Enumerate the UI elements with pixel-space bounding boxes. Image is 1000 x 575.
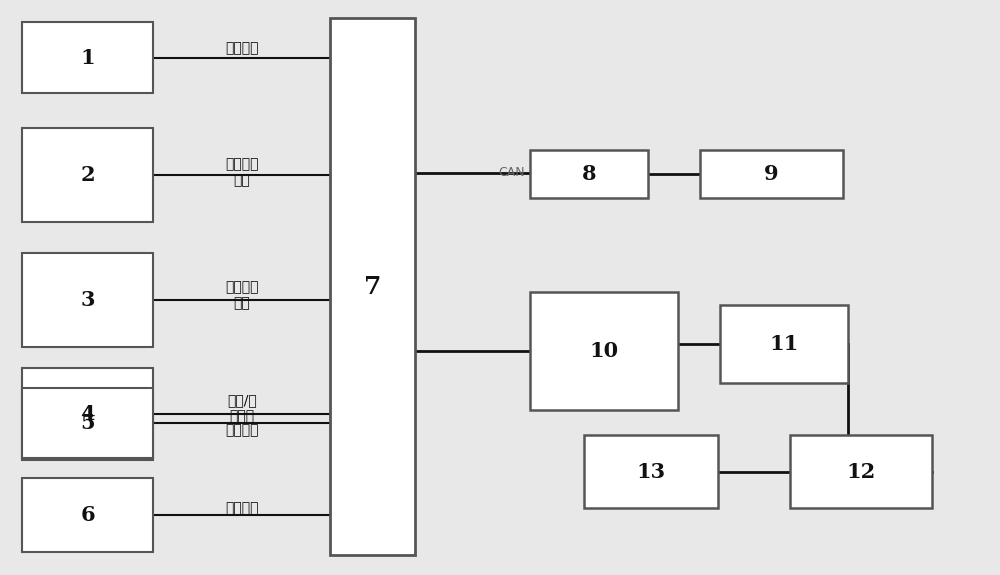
Text: 10: 10 bbox=[589, 341, 619, 361]
Text: 7: 7 bbox=[364, 274, 381, 298]
Text: 6: 6 bbox=[80, 505, 95, 525]
Bar bbox=[530, 292, 678, 410]
Text: CAN: CAN bbox=[498, 167, 525, 179]
Text: 13: 13 bbox=[636, 462, 666, 481]
Bar bbox=[330, 18, 415, 555]
Text: 3: 3 bbox=[80, 290, 95, 310]
Bar bbox=[22, 253, 153, 347]
Text: 踏板开度
信号: 踏板开度 信号 bbox=[225, 280, 259, 310]
Text: 车速信号: 车速信号 bbox=[225, 501, 259, 515]
Text: 2: 2 bbox=[80, 165, 95, 185]
Bar bbox=[22, 368, 153, 460]
Text: 1: 1 bbox=[80, 48, 95, 67]
Text: 4: 4 bbox=[80, 404, 95, 424]
Text: 12: 12 bbox=[846, 462, 876, 481]
Bar bbox=[700, 150, 843, 198]
Bar bbox=[584, 435, 718, 508]
Text: 踏板开关
信号: 踏板开关 信号 bbox=[225, 157, 259, 187]
Bar bbox=[22, 128, 153, 222]
Bar bbox=[22, 478, 153, 552]
Text: 8: 8 bbox=[582, 164, 596, 184]
Bar bbox=[22, 22, 153, 93]
Text: 11: 11 bbox=[769, 334, 799, 354]
Text: 开启/关
闭信号: 开启/关 闭信号 bbox=[227, 393, 257, 423]
Text: 档位信号: 档位信号 bbox=[225, 41, 259, 55]
Bar bbox=[720, 305, 848, 383]
Bar bbox=[530, 150, 648, 198]
Text: 5: 5 bbox=[80, 413, 95, 433]
Bar bbox=[790, 435, 932, 508]
Text: 9: 9 bbox=[764, 164, 779, 184]
Text: 坡度信号: 坡度信号 bbox=[225, 423, 259, 437]
Bar bbox=[22, 388, 153, 458]
